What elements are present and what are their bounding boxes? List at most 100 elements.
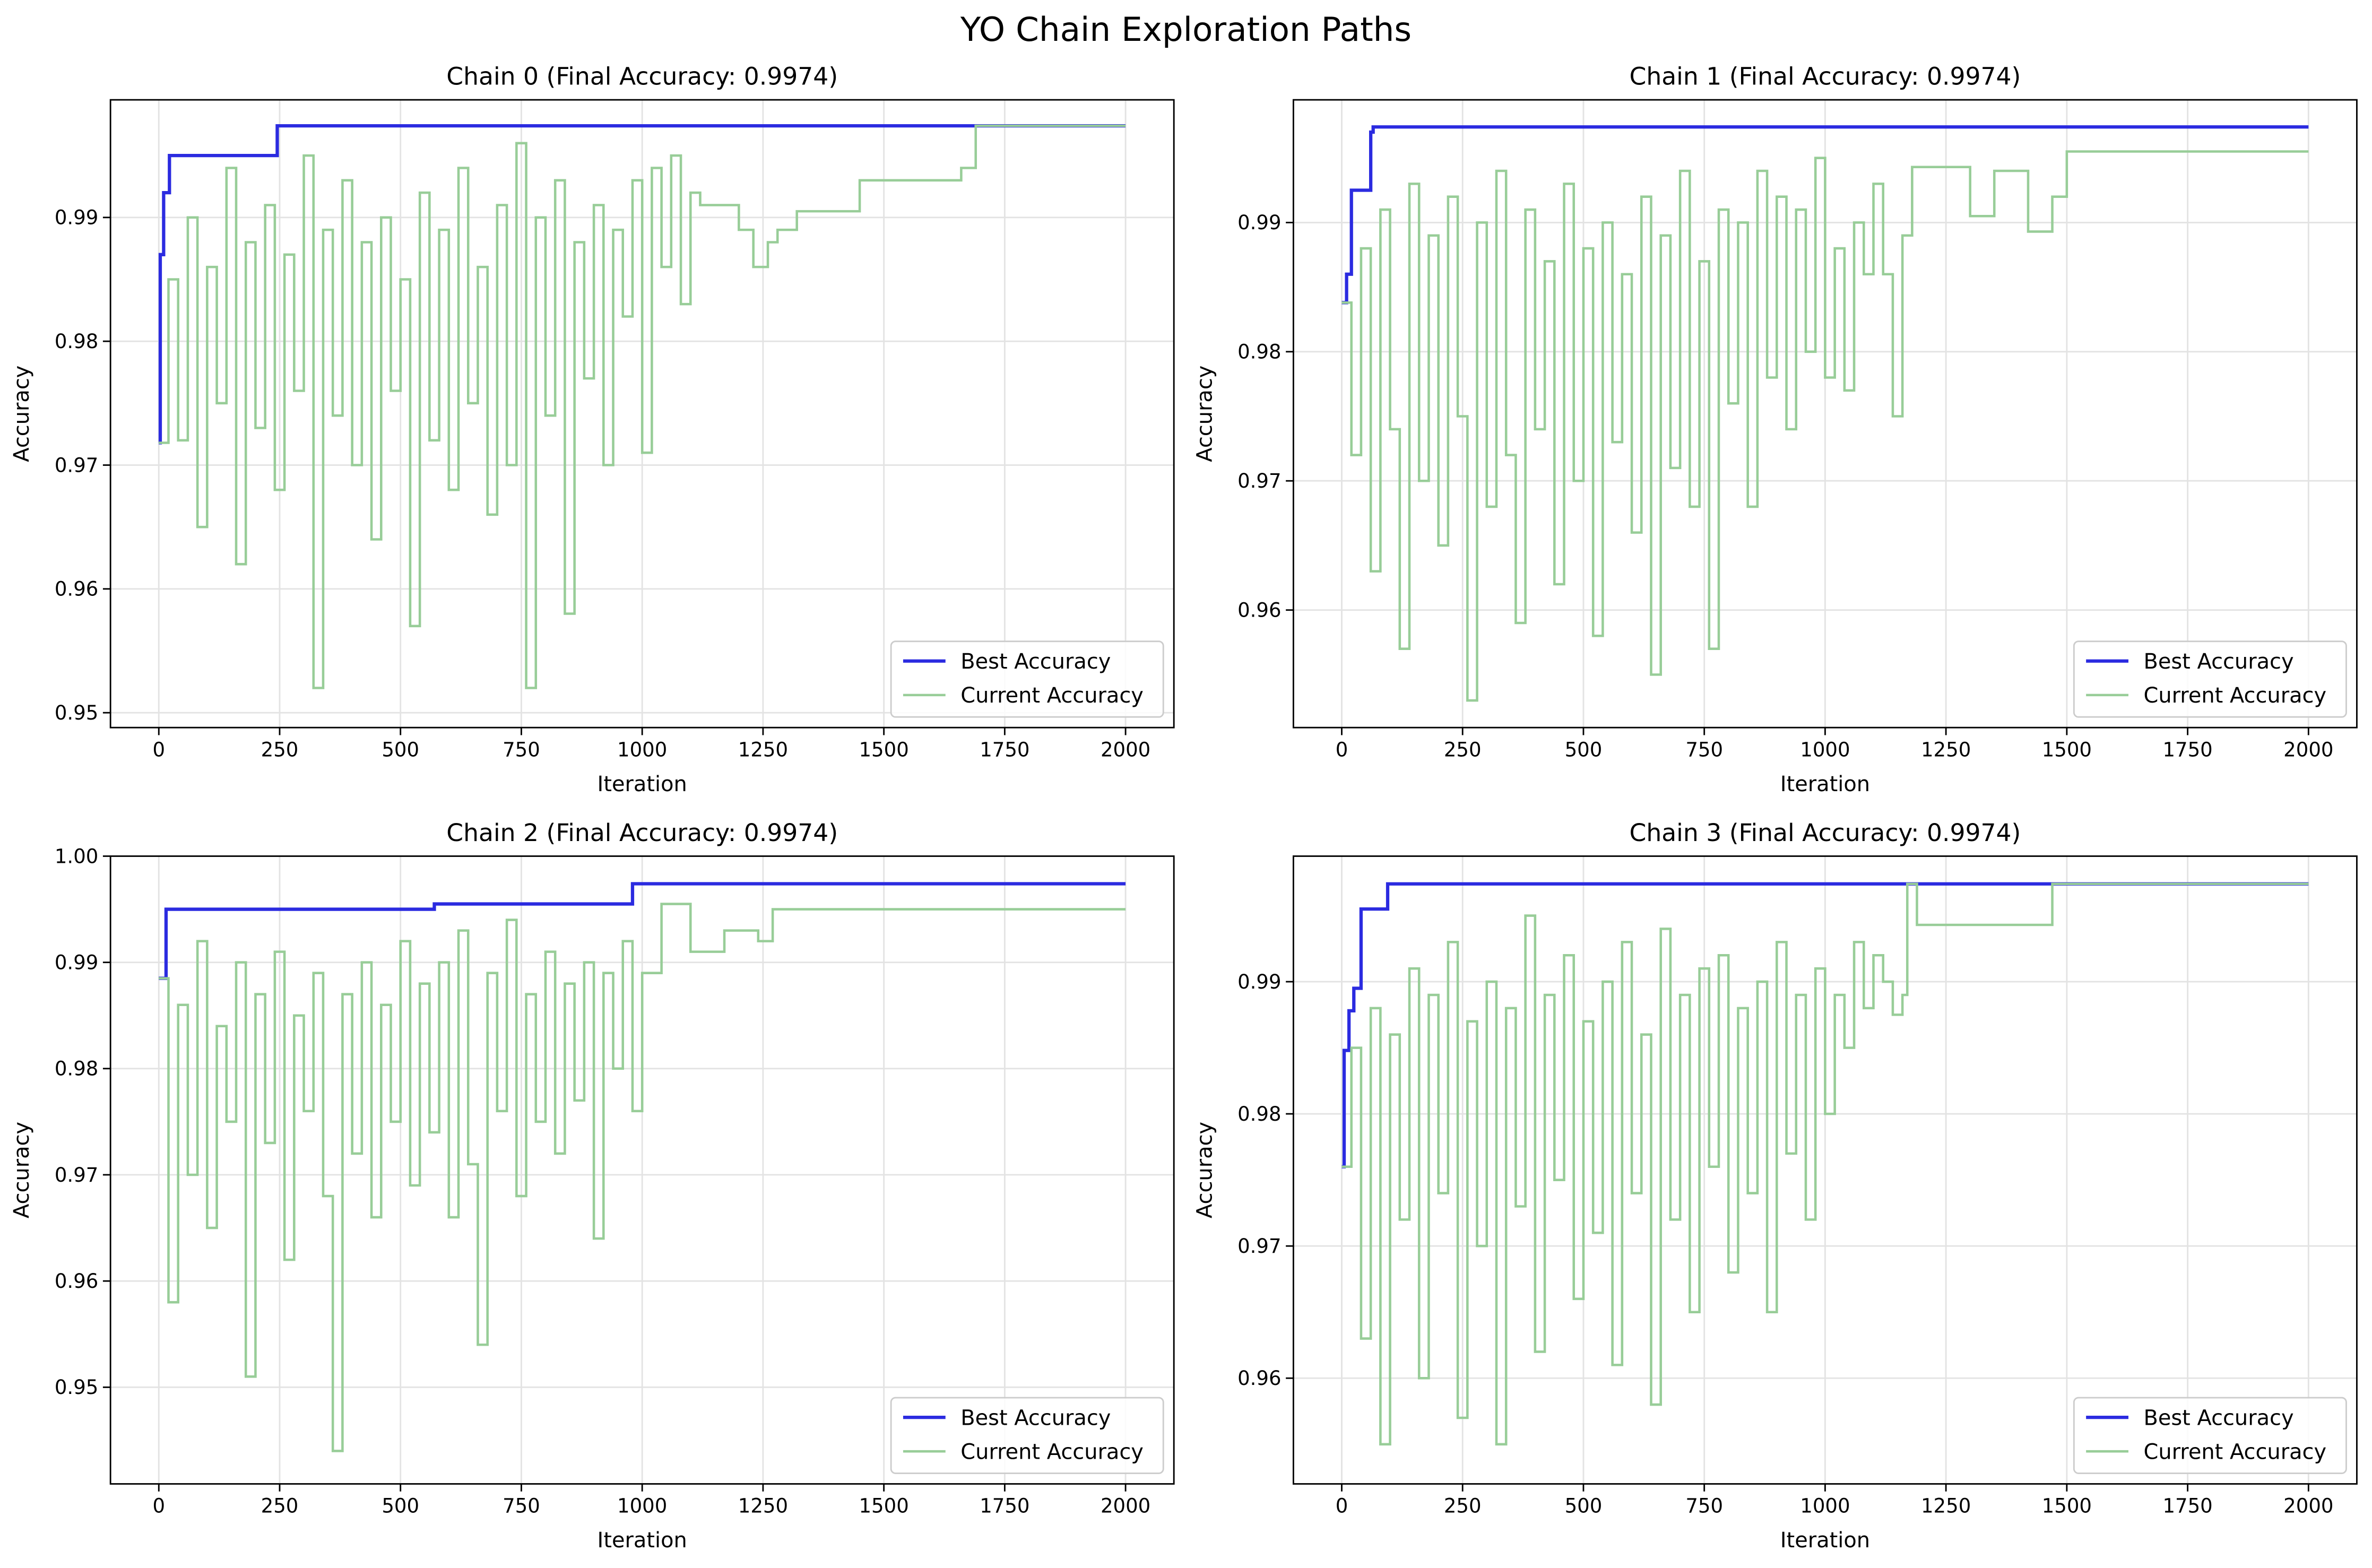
y-tick-label: 0.99 [55,951,99,974]
x-tick-label: 0 [1336,1495,1348,1518]
legend-label: Best Accuracy [960,1406,1111,1430]
x-tick-label: 250 [1444,738,1482,761]
y-tick-label: 0.97 [55,454,99,477]
x-tick-label: 750 [503,738,540,761]
x-tick-label: 750 [503,1495,540,1518]
x-axis-label: Iteration [598,1528,687,1553]
x-tick-label: 500 [382,1495,419,1518]
legend-label: Current Accuracy [2143,1440,2326,1464]
line-series [1341,150,2309,702]
x-tick-label: 1750 [2162,738,2212,761]
x-tick-label: 1500 [859,1495,908,1518]
y-tick-label: 0.98 [1237,1103,1282,1125]
y-tick-label: 0.98 [1237,341,1282,363]
line-series [159,124,1126,689]
x-tick-label: 2000 [1101,1495,1150,1518]
legend: Best Accuracy Current Accuracy [2073,1397,2347,1474]
plot-area [1341,882,2309,1446]
axes-frame [1292,99,2358,729]
y-tick-label: 0.96 [55,578,99,601]
subplot: 0 250 500 750 1000 1250 1500 1750 2000 0.96 0.97 0.… [1192,819,2358,1553]
legend-box [890,640,1164,718]
y-tick-label: 0.98 [55,330,99,353]
axes-frame [109,855,1175,1485]
x-tick-label: 1500 [2042,738,2092,761]
legend-box [2073,640,2347,718]
legend-label: Current Accuracy [960,1440,1144,1464]
figure-title: YO Chain Exploration Paths [960,10,1412,49]
x-tick-label: 750 [1685,738,1723,761]
subplot: 0 250 500 750 1000 1250 1500 1750 2000 0.95 0.96 0.… [10,63,1175,796]
line-series [159,903,1126,1452]
subplot: 0 250 500 750 1000 1250 1500 1750 2000 0.96 0.97 0.… [1192,63,2358,796]
x-axis-label: Iteration [598,772,687,796]
x-tick-label: 1500 [2042,1495,2092,1518]
subplot-title: Chain 0 (Final Accuracy: 0.9974) [446,63,838,91]
x-tick-label: 1250 [1921,738,1971,761]
x-tick-label: 750 [1685,1495,1723,1518]
x-tick-label: 2000 [2283,1495,2333,1518]
x-axis-label: Iteration [1780,772,1870,796]
subplot-title: Chain 2 (Final Accuracy: 0.9974) [446,819,838,847]
y-axis-label: Accuracy [1192,1122,1217,1218]
legend: Best Accuracy Current Accuracy [890,1397,1164,1474]
y-axis-label: Accuracy [10,366,34,462]
y-tick-label: 0.97 [1237,470,1282,492]
x-tick-label: 250 [1444,1495,1482,1518]
x-tick-label: 1250 [738,1495,788,1518]
x-tick-label: 1500 [859,738,908,761]
x-tick-label: 1750 [980,738,1029,761]
y-tick-label: 0.96 [1237,599,1282,621]
axes-frame [109,99,1175,729]
line-series [1341,882,2309,1168]
x-tick-label: 1000 [1800,738,1850,761]
y-tick-label: 0.99 [1237,971,1282,993]
x-tick-label: 0 [152,1495,165,1518]
y-tick-label: 0.99 [55,206,99,229]
x-tick-label: 2000 [1101,738,1150,761]
line-series [1341,882,2309,1446]
line-series [159,882,1126,980]
legend-label: Current Accuracy [960,683,1144,708]
plot-area [159,882,1126,1452]
x-tick-label: 500 [1565,1495,1603,1518]
line-series [1341,125,2309,305]
x-tick-label: 0 [152,738,165,761]
x-tick-label: 1000 [1800,1495,1850,1518]
axes-frame [1292,855,2358,1485]
subplot: 0 250 500 750 1000 1250 1500 1750 2000 0.95 0.96 0.… [10,819,1175,1553]
legend-label: Best Accuracy [2143,649,2293,674]
x-tick-label: 1250 [1921,1495,1971,1518]
x-tick-label: 250 [261,1495,299,1518]
x-tick-label: 1750 [980,1495,1029,1518]
legend-box [890,1397,1164,1474]
plot-area [1341,125,2309,702]
plot-area [158,124,1126,689]
x-tick-label: 1000 [617,738,667,761]
legend-label: Current Accuracy [2143,683,2326,708]
x-tick-label: 1750 [2162,1495,2212,1518]
y-tick-label: 1.00 [55,845,99,868]
x-tick-label: 500 [382,738,419,761]
line-series [158,124,1126,445]
y-tick-label: 0.95 [55,1376,99,1399]
x-axis-label: Iteration [1780,1528,1870,1553]
y-axis-label: Accuracy [1192,366,1217,462]
legend-label: Best Accuracy [960,649,1111,674]
x-tick-label: 0 [1336,738,1348,761]
y-tick-label: 0.97 [55,1164,99,1186]
x-tick-label: 2000 [2283,738,2333,761]
subplot-title: Chain 3 (Final Accuracy: 0.9974) [1629,819,2021,847]
y-tick-label: 0.96 [1237,1367,1282,1390]
y-tick-label: 0.95 [55,701,99,724]
legend-label: Best Accuracy [2143,1406,2293,1430]
y-tick-label: 0.99 [1237,211,1282,234]
subplot-title: Chain 1 (Final Accuracy: 0.9974) [1629,63,2021,91]
legend-box [2073,1397,2347,1474]
x-tick-label: 1250 [738,738,788,761]
y-tick-label: 0.96 [55,1270,99,1293]
y-axis-label: Accuracy [10,1122,34,1218]
